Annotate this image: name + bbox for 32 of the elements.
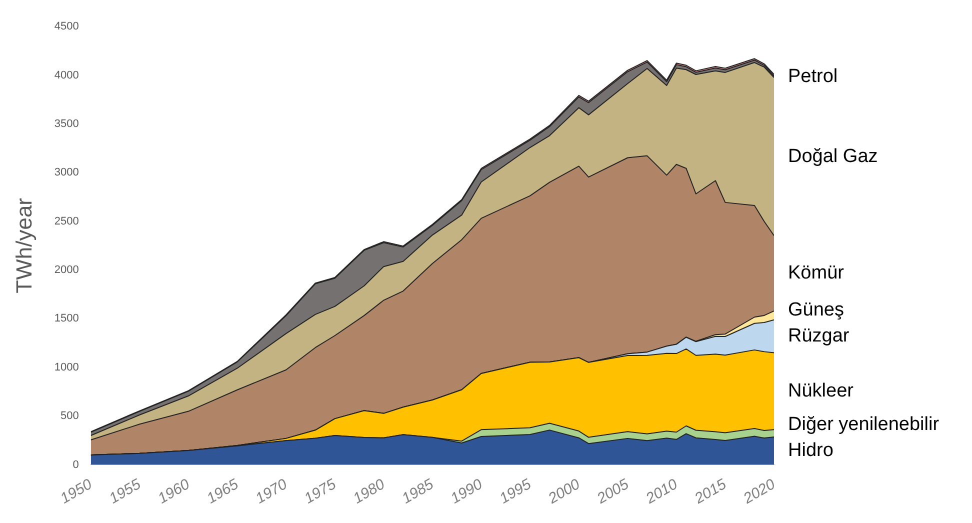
x-tick-label: 1970	[252, 476, 291, 508]
y-tick-label: 0	[72, 458, 79, 471]
series-label: Kömür	[788, 262, 845, 284]
x-tick-label: 1975	[302, 476, 340, 508]
y-tick-label: 2000	[54, 264, 79, 276]
series-label: Diğer yenilenebilir	[788, 414, 940, 436]
y-tick-label: 4000	[54, 69, 79, 82]
y-tick-label: 2500	[54, 215, 79, 228]
x-tick-label: 1995	[496, 476, 535, 508]
x-tick-label: 1955	[106, 476, 144, 508]
series-label: Rüzgar	[788, 326, 850, 347]
y-axis-title: TWh/year	[11, 198, 36, 294]
x-tick-label: 1950	[58, 476, 96, 508]
series-label: Petrol	[788, 66, 838, 87]
y-tick-label: 4500	[54, 20, 79, 33]
y-tick-label: 500	[60, 410, 79, 422]
series-label: Hidro	[788, 440, 834, 462]
y-tick-label: 1500	[54, 312, 79, 325]
series-label: Doğal Gaz	[788, 146, 878, 167]
x-tick-label: 1960	[155, 476, 194, 508]
y-tick-label: 3500	[54, 118, 79, 130]
x-tick-label: 2020	[740, 476, 779, 508]
x-tick-label: 2010	[642, 476, 682, 508]
y-tick-label: 3000	[54, 166, 79, 179]
x-tick-label: 2000	[544, 476, 584, 508]
x-tick-label: 1990	[448, 476, 486, 508]
series-label: Güneş	[788, 300, 844, 321]
series-label: Nükleer	[788, 380, 854, 402]
x-tick-label: 1965	[204, 476, 242, 508]
x-tick-label: 1980	[350, 476, 388, 508]
x-tick-label: 1985	[399, 476, 438, 508]
y-tick-label: 1000	[54, 361, 79, 374]
